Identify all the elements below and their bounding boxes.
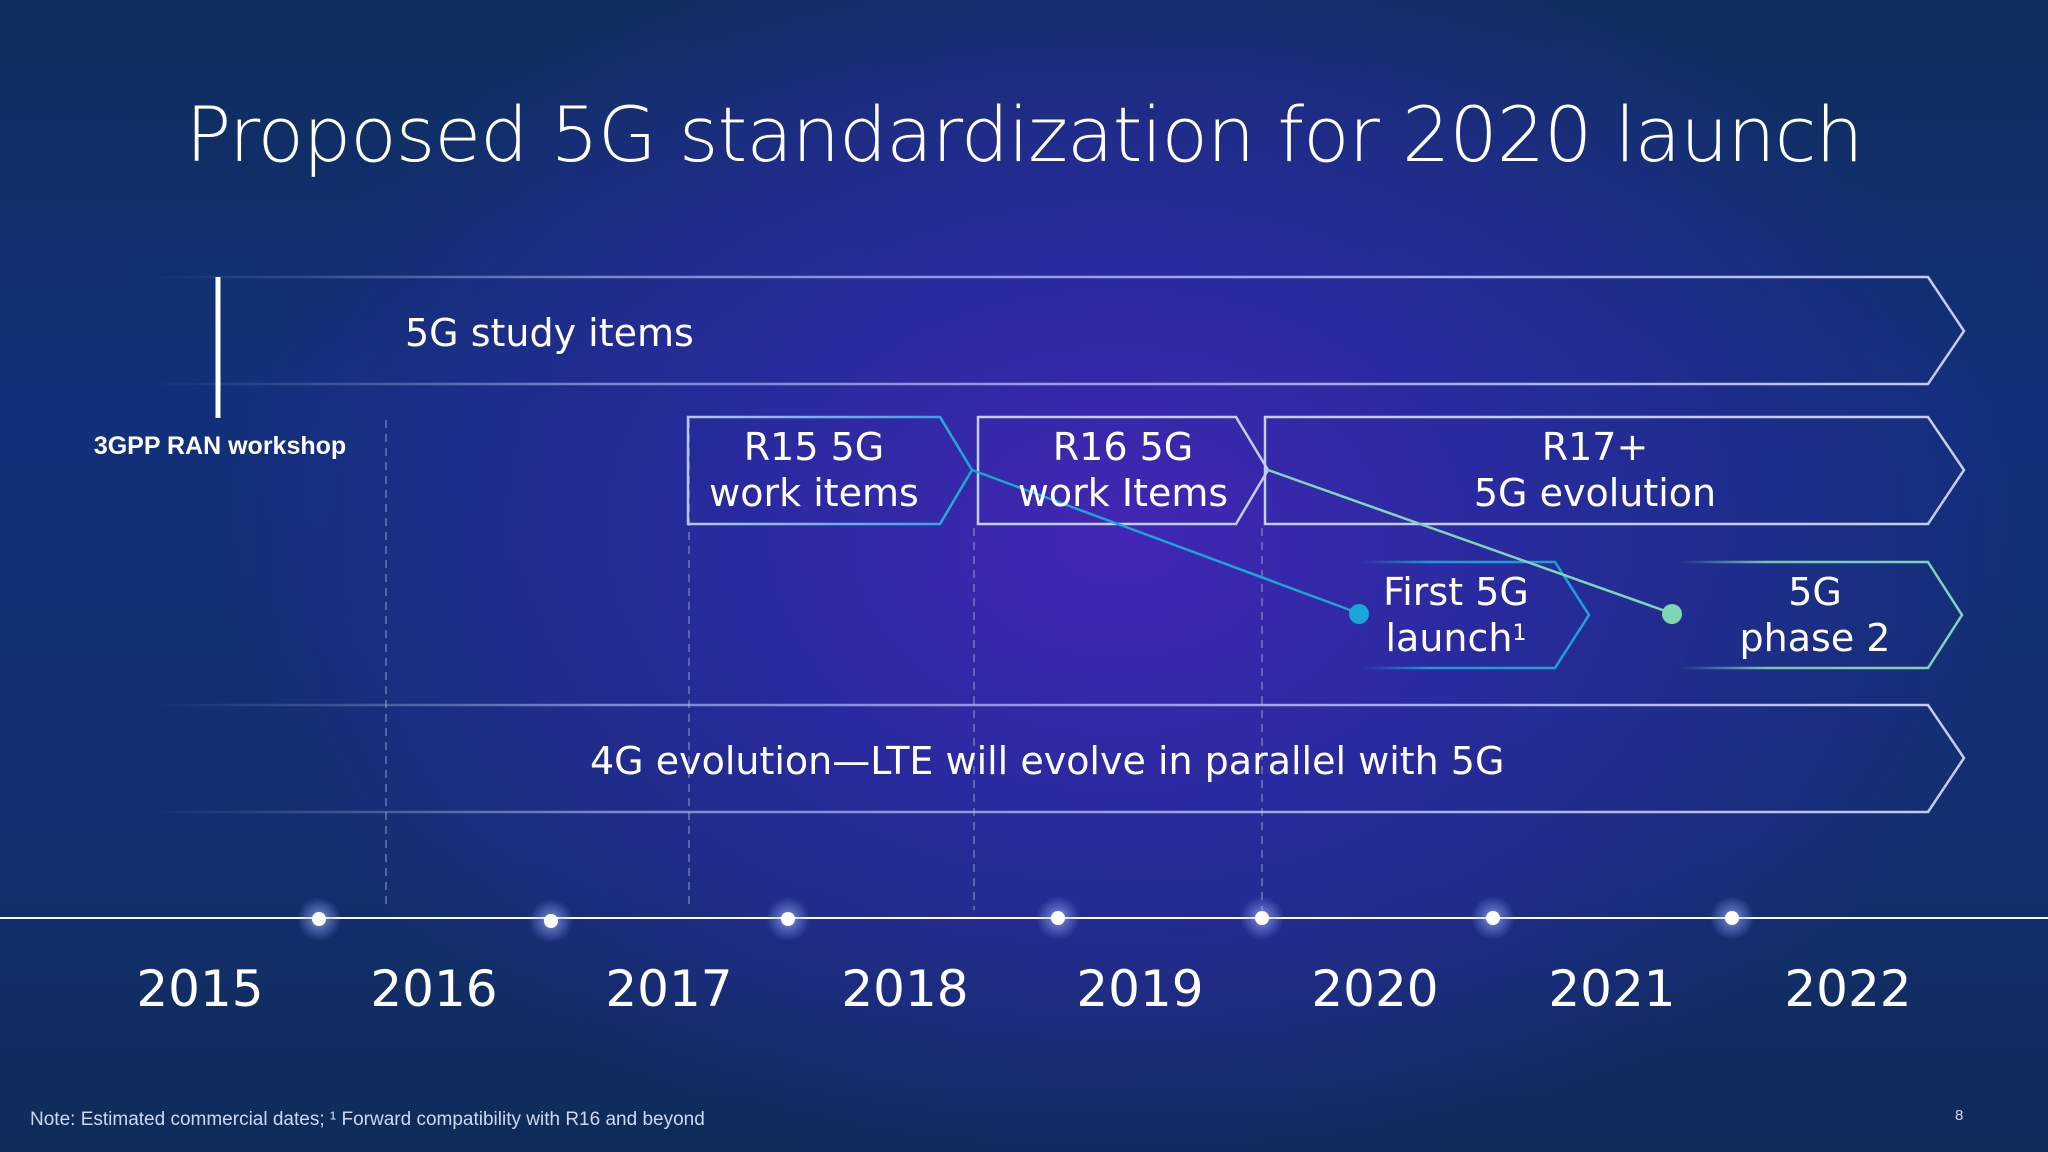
timeline-markers	[297, 896, 1754, 943]
timeline-marker	[1036, 896, 1080, 940]
page-number: 8	[1955, 1107, 1964, 1124]
first-launch-dot	[1349, 604, 1369, 624]
r17-label-line1: R17+	[1541, 425, 1649, 469]
footnote-marker: 1	[1512, 621, 1527, 646]
r15-label-line1: R15 5G	[743, 425, 885, 469]
track-first-launch	[1358, 560, 1591, 670]
phase2-dot	[1662, 604, 1682, 624]
timeline-marker	[766, 897, 810, 941]
footnote: Note: Estimated commercial dates; ¹ Forw…	[30, 1109, 705, 1130]
page-title: Proposed 5G standardization for 2020 lau…	[185, 90, 1863, 179]
year-label: 2020	[1311, 960, 1439, 1018]
timeline-marker	[1240, 896, 1284, 940]
timeline-marker	[1710, 896, 1754, 940]
track-r17	[1263, 415, 1966, 526]
track-study-items	[148, 275, 1966, 386]
r16-label-line1: R16 5G	[1052, 425, 1194, 469]
phase2-label-line1: 5G	[1788, 570, 1842, 614]
track-phase2	[1678, 560, 1964, 670]
first-launch-label: First 5G launch1	[1370, 569, 1542, 661]
r15-to-first-launch-connector	[971, 468, 1359, 615]
r15-label: R15 5G work items	[688, 424, 940, 516]
track-r15	[686, 415, 974, 526]
year-label: 2022	[1784, 960, 1912, 1018]
workshop-label: 3GPP RAN workshop	[93, 432, 347, 460]
year-label: 2019	[1076, 960, 1204, 1018]
year-divider-lines	[385, 420, 1263, 910]
r17-to-phase2-connector	[1267, 468, 1672, 615]
first-launch-label-text: launch	[1385, 616, 1513, 660]
r16-label: R16 5G work Items	[978, 424, 1268, 516]
r16-label-line2: work Items	[1017, 471, 1229, 515]
year-label: 2017	[605, 960, 733, 1018]
timeline-marker	[297, 897, 341, 941]
first-launch-label-line2: launch1	[1370, 615, 1542, 661]
lte-label: 4G evolution—LTE will evolve in parallel…	[590, 739, 1505, 783]
r17-label: R17+ 5G evolution	[1265, 424, 1925, 516]
timeline-marker	[1471, 896, 1515, 940]
year-label: 2021	[1548, 960, 1676, 1018]
r15-label-line2: work items	[709, 471, 919, 515]
track-lte	[148, 703, 1966, 814]
year-label: 2018	[841, 960, 969, 1018]
year-label: 2016	[370, 960, 498, 1018]
first-launch-label-line1: First 5G	[1383, 570, 1529, 614]
year-label: 2015	[136, 960, 264, 1018]
phase2-label-line2: phase 2	[1739, 616, 1891, 660]
r17-label-line2: 5G evolution	[1473, 471, 1717, 515]
timeline-marker	[529, 899, 573, 943]
phase2-label: 5G phase 2	[1720, 569, 1910, 661]
study-items-label: 5G study items	[405, 311, 694, 355]
track-r16	[976, 415, 1270, 526]
